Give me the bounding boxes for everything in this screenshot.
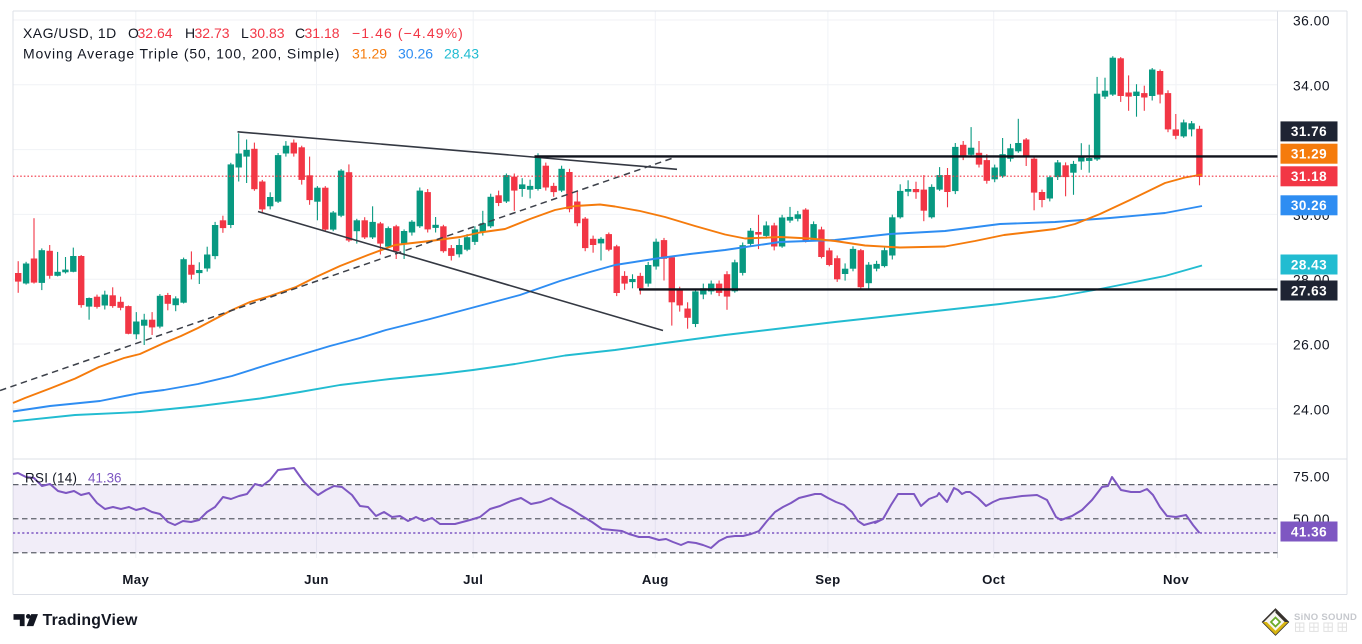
svg-text:41.36: 41.36: [88, 471, 122, 486]
svg-text:Oct: Oct: [982, 572, 1005, 587]
svg-text:H: H: [185, 25, 195, 41]
svg-text:31.18: 31.18: [305, 25, 340, 41]
svg-text:30.26: 30.26: [1291, 198, 1327, 213]
svg-text:32.64: 32.64: [138, 25, 173, 41]
svg-text:Jul: Jul: [463, 572, 483, 587]
svg-text:XAG/USD, 1D: XAG/USD, 1D: [23, 25, 117, 41]
svg-text:Aug: Aug: [642, 572, 669, 587]
svg-text:30.26: 30.26: [398, 46, 433, 62]
svg-text:24.00: 24.00: [1293, 402, 1330, 417]
svg-text:Nov: Nov: [1163, 572, 1189, 587]
svg-text:−1.46 (−4.49%): −1.46 (−4.49%): [352, 25, 464, 41]
svg-text:Moving Average Triple (50, 100: Moving Average Triple (50, 100, 200, Sim…: [23, 46, 340, 62]
svg-text:RSI (14): RSI (14): [25, 471, 77, 486]
svg-text:75.00: 75.00: [1293, 470, 1330, 485]
svg-text:26.00: 26.00: [1293, 338, 1330, 353]
svg-text:34.00: 34.00: [1293, 78, 1330, 93]
svg-text:May: May: [122, 572, 149, 587]
svg-text:31.29: 31.29: [1291, 147, 1327, 162]
svg-text:28.43: 28.43: [444, 46, 479, 62]
svg-text:41.36: 41.36: [1291, 524, 1327, 539]
svg-text:SiNO SOUND: SiNO SOUND: [1294, 612, 1357, 623]
svg-text:Sep: Sep: [815, 572, 840, 587]
svg-text:O: O: [128, 25, 139, 41]
svg-text:30.83: 30.83: [250, 25, 285, 41]
svg-text:TradingView: TradingView: [43, 612, 138, 629]
svg-text:L: L: [241, 25, 249, 41]
svg-text:27.63: 27.63: [1291, 283, 1327, 298]
svg-text:31.76: 31.76: [1291, 124, 1327, 139]
svg-text:28.43: 28.43: [1291, 257, 1327, 272]
svg-text:36.00: 36.00: [1293, 14, 1330, 29]
svg-text:31.29: 31.29: [352, 46, 387, 62]
svg-text:31.18: 31.18: [1291, 169, 1327, 184]
svg-text:C: C: [295, 25, 305, 41]
svg-text:Jun: Jun: [304, 572, 329, 587]
svg-text:32.73: 32.73: [195, 25, 230, 41]
